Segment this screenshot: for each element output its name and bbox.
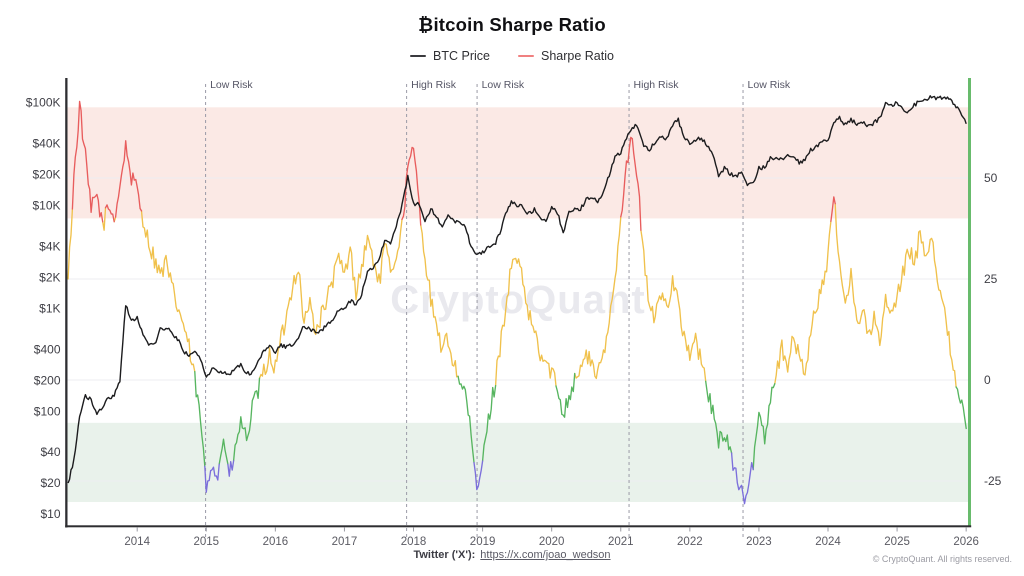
twitter-link[interactable]: https://x.com/joao_wedson (480, 549, 611, 561)
x-axis-tick-label: 2019 (470, 536, 496, 548)
watermark: CryptoQuant (390, 278, 645, 322)
risk-marker-label: Low Risk (482, 79, 525, 91)
x-axis-tick-label: 2023 (746, 536, 772, 548)
x-axis-tick-label: 2024 (815, 536, 841, 548)
x-axis-tick-label: 2026 (953, 536, 979, 548)
sharpe-ratio-line-yellow (67, 203, 957, 388)
x-axis-tick-label: 2018 (401, 536, 427, 548)
price-axis-tick-label: $100K (26, 96, 61, 110)
legend-item-sharpe-ratio[interactable]: Sharpe Ratio (517, 49, 614, 63)
price-axis-tick-label: $200 (34, 373, 61, 387)
low-risk-zone (67, 422, 970, 503)
twitter-label: Twitter ('X'): (413, 549, 476, 561)
x-axis-tick-label: 2022 (677, 536, 703, 548)
high-risk-zone (67, 107, 970, 219)
x-axis-tick-label: 2017 (332, 536, 358, 548)
chart-legend: BTC Price Sharpe Ratio (0, 49, 1024, 63)
risk-marker-label: Low Risk (748, 79, 791, 91)
sharpe-axis-tick-label: 50 (984, 171, 998, 185)
price-axis-tick-label: $10K (32, 199, 60, 213)
x-axis-tick-label: 2021 (608, 536, 634, 548)
sharpe-ratio-color-swatch (517, 54, 534, 58)
sharpe-ratio-line-red (71, 100, 836, 231)
btc-price-legend-label: BTC Price (433, 49, 490, 63)
sharpe-ratio-line-green (194, 371, 967, 471)
price-axis-tick-label: $4K (39, 239, 60, 253)
x-axis-tick-label: 2016 (263, 536, 289, 548)
price-axis-tick-label: $10 (40, 507, 60, 521)
btc-price-line (67, 95, 967, 484)
copyright-text: © CryptoQuant. All rights reserved. (872, 554, 1012, 564)
right-edge-bar (968, 78, 971, 526)
y-axis-line (65, 78, 68, 528)
sharpe-ratio-line-blue (204, 452, 754, 505)
sharpe-ratio-legend-label: Sharpe Ratio (540, 49, 614, 63)
sharpe-axis-tick-label: 0 (984, 373, 991, 387)
price-axis-tick-label: $2K (39, 270, 60, 284)
price-axis-tick-label: $1K (39, 301, 60, 315)
x-axis-tick-label: 2014 (124, 536, 150, 548)
risk-marker-label: High Risk (634, 79, 680, 91)
chart-title: ₿itcoin Sharpe Ratio (418, 14, 606, 35)
x-axis-tick-label: 2025 (884, 536, 910, 548)
x-axis-tick-label: 2020 (539, 536, 565, 548)
btc-price-color-swatch (410, 54, 427, 58)
legend-item-btc-price[interactable]: BTC Price (410, 49, 490, 63)
price-axis-tick-label: $40K (32, 137, 60, 151)
price-axis-tick-label: $40 (40, 445, 60, 459)
risk-marker-label: High Risk (411, 79, 457, 91)
price-axis-tick-label: $20K (32, 168, 60, 182)
risk-marker-label: Low Risk (210, 79, 253, 91)
price-axis-tick-label: $20 (40, 476, 60, 490)
sharpe-axis-tick-label: -25 (984, 474, 1002, 488)
x-axis-tick-label: 2015 (193, 536, 219, 548)
price-axis-tick-label: $100 (34, 404, 61, 418)
sharpe-axis-tick-label: 25 (984, 272, 998, 286)
x-axis-line (65, 525, 972, 528)
attribution: Twitter ('X'): https://x.com/joao_wedson (413, 549, 610, 561)
price-axis-tick-label: $400 (34, 342, 61, 356)
